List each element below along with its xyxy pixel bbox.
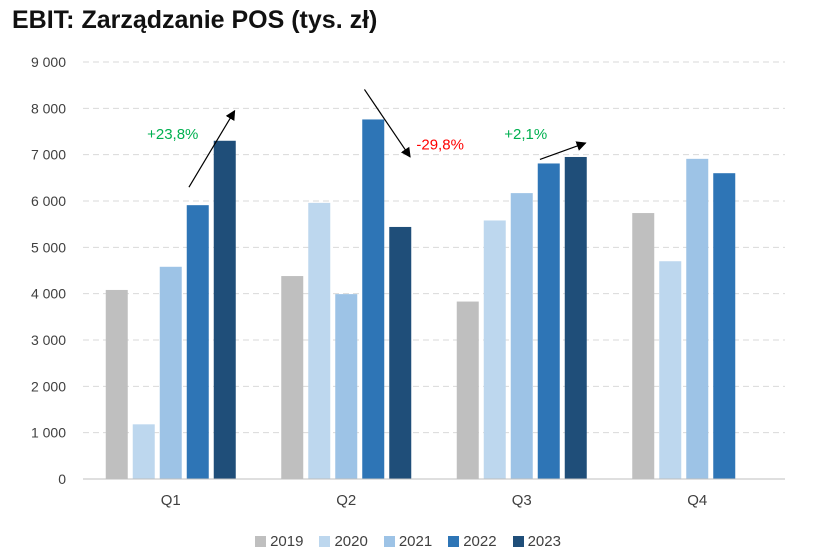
y-tick-label: 0 <box>58 471 66 487</box>
y-tick-label: 2 000 <box>31 378 66 394</box>
y-tick-label: 1 000 <box>31 425 66 441</box>
bar-2020-Q2 <box>308 202 331 479</box>
x-tick-label: Q4 <box>687 492 707 509</box>
bar-2023-Q1 <box>213 140 236 479</box>
bar-chart: 0 1 000 2 000 3 000 4 000 5 000 6 000 7 000 8 00… <box>31 54 785 509</box>
bar-2022-Q3 <box>537 163 560 479</box>
legend-swatch <box>319 535 331 547</box>
bars <box>105 119 736 480</box>
bar-2021-Q2 <box>335 294 358 479</box>
change-label: -29,8% <box>416 136 464 153</box>
bar-2021-Q4 <box>686 158 709 479</box>
bar-2023-Q2 <box>389 226 412 479</box>
bar-2019-Q2 <box>281 276 304 479</box>
legend-label: 2019 <box>270 532 304 550</box>
bar-2022-Q2 <box>362 119 385 479</box>
bar-2019-Q1 <box>105 289 128 479</box>
change-arrow <box>539 141 587 161</box>
change-arrow <box>363 89 411 158</box>
y-tick-label: 3 000 <box>31 332 66 348</box>
bar-2020-Q1 <box>132 424 155 479</box>
legend-swatch <box>383 535 395 547</box>
legend-swatch <box>255 535 267 547</box>
legend-label: 2023 <box>527 532 561 550</box>
change-label: +2,1% <box>504 126 547 143</box>
legend-swatch <box>512 535 524 547</box>
legend-item-2021: 2021 <box>383 532 433 550</box>
legend-label: 2021 <box>398 532 433 550</box>
legend-label: 2022 <box>463 532 497 550</box>
y-tick-label: 9 000 <box>31 54 66 70</box>
bar-2022-Q4 <box>713 173 736 479</box>
annotations: +23,8% -29,8% +2,1% <box>147 89 587 188</box>
legend: 2019 2020 2021 2022 2023 <box>0 530 816 552</box>
bar-2019-Q4 <box>632 213 655 479</box>
bar-2021-Q3 <box>510 193 533 479</box>
bar-2019-Q3 <box>456 301 479 479</box>
change-arrow <box>188 109 236 188</box>
legend-item-2020: 2020 <box>319 532 368 550</box>
legend-item-2019: 2019 <box>255 533 303 550</box>
x-tick-label: Q1 <box>161 492 181 509</box>
y-tick-label: 7 000 <box>31 147 66 163</box>
x-tick-label: Q3 <box>512 492 532 509</box>
bar-2020-Q4 <box>659 261 682 479</box>
y-axis: 0 1 000 2 000 3 000 4 000 5 000 6 000 7 000 8 00… <box>31 54 66 487</box>
bar-2022-Q1 <box>186 205 209 480</box>
bar-2021-Q1 <box>159 266 182 479</box>
y-tick-label: 8 000 <box>31 100 66 116</box>
x-tick-label: Q2 <box>336 492 356 509</box>
legend-swatch <box>448 535 460 547</box>
chart-title: EBIT: Zarządzanie POS (tys. zł) <box>12 6 378 34</box>
y-tick-label: 4 000 <box>31 286 66 302</box>
x-axis: Q1 Q2 Q3 Q4 <box>83 478 785 509</box>
y-tick-label: 6 000 <box>31 193 66 209</box>
legend-item-2022: 2022 <box>448 532 497 550</box>
legend-label: 2020 <box>334 532 368 550</box>
change-label: +23,8% <box>147 126 198 143</box>
bar-2023-Q3 <box>564 156 587 479</box>
legend-item-2023: 2023 <box>512 532 561 550</box>
bar-2020-Q3 <box>483 220 506 479</box>
y-tick-label: 5 000 <box>31 239 66 255</box>
